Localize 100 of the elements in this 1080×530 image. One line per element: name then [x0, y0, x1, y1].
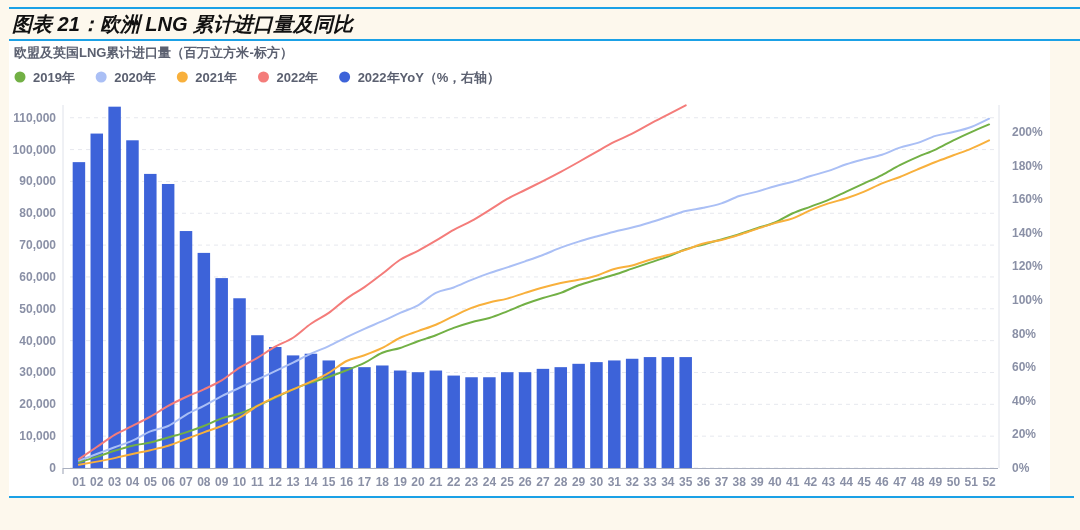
bar — [429, 370, 443, 468]
x-tick-label: 25 — [500, 475, 515, 489]
y2-tick-label: 120% — [1012, 259, 1044, 274]
bar — [72, 162, 86, 468]
y2-tick-label: 100% — [1012, 292, 1044, 307]
y-tick-label: 60,000 — [19, 269, 57, 284]
bar — [358, 367, 371, 468]
y-tick-label: 50,000 — [19, 301, 57, 316]
y-tick-label: 40,000 — [19, 333, 57, 348]
x-tick-label: 10 — [232, 475, 247, 489]
x-tick-label: 09 — [215, 475, 229, 489]
bar — [572, 363, 585, 468]
legend-label: 2021年 — [195, 69, 238, 85]
x-tick-label: 45 — [857, 475, 872, 489]
bar — [233, 298, 246, 468]
bar — [500, 372, 514, 468]
bar — [90, 133, 104, 468]
x-tick-label: 06 — [161, 475, 176, 489]
legend-label: 2022年YoY（%，右轴） — [357, 69, 501, 85]
x-tick-label: 23 — [464, 475, 479, 489]
x-tick-label: 16 — [339, 475, 354, 489]
bar — [483, 377, 496, 468]
x-tick-label: 35 — [679, 475, 693, 489]
bar — [590, 362, 603, 468]
bar — [411, 372, 425, 468]
bar — [465, 377, 478, 468]
bar — [161, 183, 175, 468]
bar — [554, 367, 568, 468]
bar — [393, 370, 407, 468]
x-tick-label: 47 — [893, 475, 907, 489]
x-tick-label: 17 — [357, 475, 372, 489]
x-tick-label: 01 — [72, 475, 86, 489]
x-tick-label: 38 — [732, 475, 747, 489]
bar — [340, 367, 353, 468]
legend-label: 2022年 — [276, 69, 319, 85]
x-tick-label: 02 — [90, 475, 104, 489]
x-tick-label: 39 — [750, 475, 765, 489]
x-tick-label: 20 — [411, 475, 425, 489]
bar — [643, 357, 657, 468]
x-tick-label: 18 — [375, 475, 390, 489]
x-tick-label: 36 — [696, 475, 711, 489]
x-tick-label: 43 — [821, 475, 836, 489]
x-tick-label: 49 — [928, 475, 943, 489]
x-tick-label: 13 — [286, 475, 301, 489]
x-tick-label: 30 — [589, 475, 604, 489]
bar — [608, 360, 621, 468]
x-tick-label: 40 — [768, 475, 782, 489]
y2-tick-label: 160% — [1012, 192, 1044, 207]
bar — [215, 278, 228, 468]
x-tick-label: 44 — [839, 475, 854, 489]
y2-tick-label: 40% — [1012, 393, 1037, 408]
y2-tick-label: 0% — [1012, 461, 1030, 475]
bar — [126, 140, 139, 468]
x-tick-label: 42 — [803, 475, 818, 489]
x-tick-label: 05 — [143, 475, 158, 489]
x-tick-label: 50 — [946, 475, 961, 489]
x-tick-label: 03 — [107, 475, 122, 489]
x-tick-label: 28 — [554, 475, 568, 489]
y2-tick-label: 180% — [1012, 158, 1044, 173]
y2-tick-label: 80% — [1012, 326, 1037, 341]
x-tick-label: 15 — [322, 475, 336, 489]
x-tick-label: 19 — [393, 475, 408, 489]
bar — [679, 357, 692, 468]
x-tick-label: 04 — [125, 475, 140, 489]
x-tick-label: 08 — [197, 475, 211, 489]
x-tick-label: 37 — [714, 475, 729, 489]
x-tick-label: 11 — [251, 475, 265, 489]
x-tick-label: 24 — [482, 475, 497, 489]
y2-tick-label: 140% — [1012, 225, 1044, 240]
y-tick-label: 30,000 — [19, 365, 57, 380]
y-tick-label: 10,000 — [19, 429, 57, 444]
bar — [286, 355, 300, 468]
bar — [536, 368, 550, 468]
bar — [144, 173, 157, 468]
x-tick-label: 07 — [179, 475, 193, 489]
x-tick-label: 27 — [536, 475, 550, 489]
x-tick-label: 52 — [982, 475, 997, 489]
y-tick-label: 80,000 — [19, 206, 57, 221]
bar — [661, 357, 675, 468]
bar — [376, 365, 389, 468]
x-tick-label: 29 — [571, 475, 586, 489]
y-tick-label: 0 — [49, 461, 57, 475]
y-tick-label: 90,000 — [19, 174, 57, 189]
bar — [304, 353, 318, 468]
y2-tick-label: 200% — [1012, 124, 1044, 139]
line-series — [77, 104, 687, 461]
bar — [251, 335, 264, 468]
chart-title: 图表 21：欧洲 LNG 累计进口量及同比 — [12, 13, 356, 35]
bar — [179, 231, 193, 468]
x-tick-label: 31 — [607, 475, 622, 489]
y-tick-label: 110,000 — [13, 110, 57, 125]
x-tick-label: 12 — [268, 475, 283, 489]
x-tick-label: 51 — [964, 475, 979, 489]
x-tick-label: 32 — [625, 475, 640, 489]
bar — [447, 375, 460, 468]
x-tick-label: 22 — [447, 475, 461, 489]
x-tick-label: 48 — [911, 475, 925, 489]
bar — [518, 372, 532, 468]
bar — [268, 347, 282, 468]
x-tick-label: 21 — [429, 475, 443, 489]
